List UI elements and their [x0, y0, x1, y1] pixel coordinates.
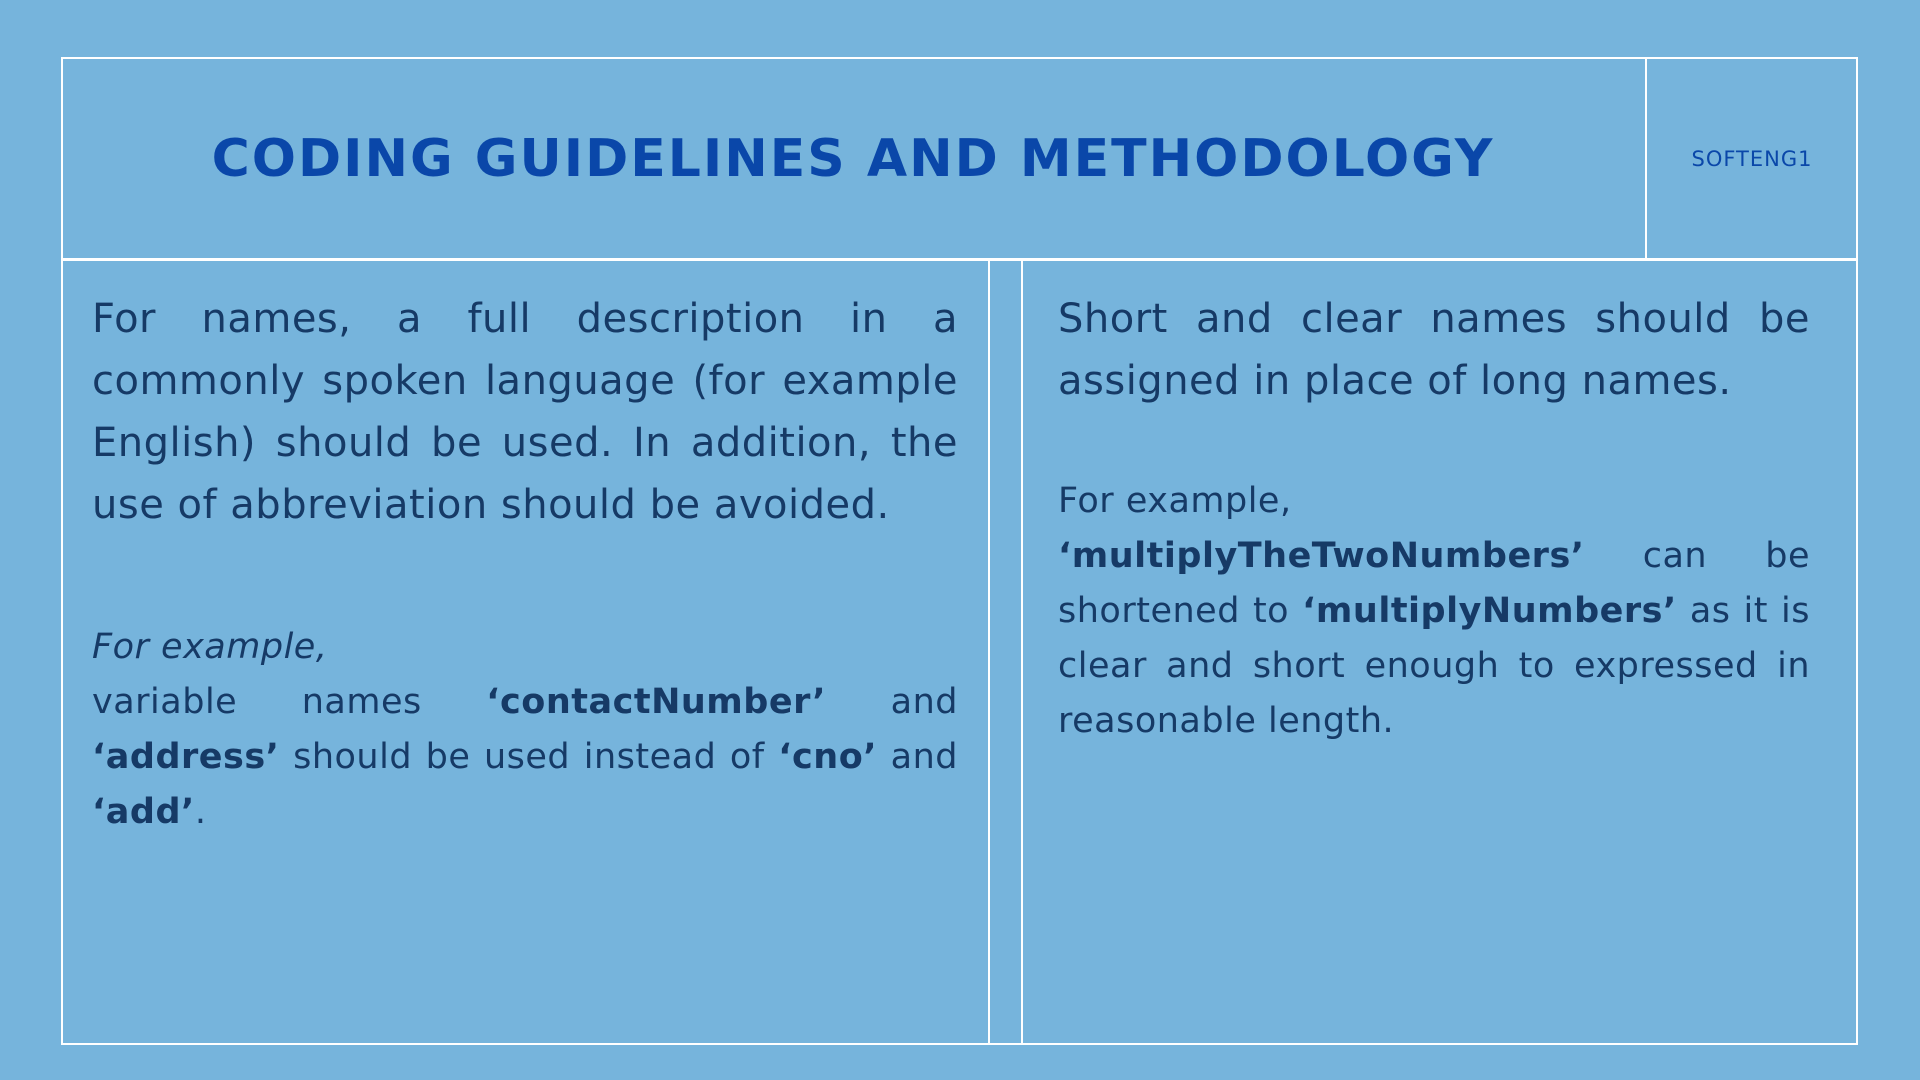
course-code-label: SOFTENG1	[1691, 147, 1813, 171]
naming-example-paragraph: For example, variable names ‘contactNumbe…	[92, 620, 958, 840]
right-column: Short and clear names should be assigned…	[1058, 288, 1810, 749]
column-divider-right	[1021, 261, 1023, 1043]
header-divider-line	[63, 258, 1856, 261]
example-term: ‘contactNumber’	[486, 682, 827, 722]
slide-frame	[61, 57, 1858, 1045]
page-title: CODING GUIDELINES AND METHODOLOGY	[211, 129, 1495, 189]
example-lead: For example,	[92, 627, 328, 667]
example-text: should be used instead of	[279, 737, 779, 777]
example-text: can be shortened to	[1058, 536, 1810, 631]
example-term: ‘cno’	[778, 737, 878, 777]
example-term: ‘address’	[92, 737, 280, 777]
example-term: ‘add’	[92, 792, 195, 832]
example-text: as it is clear and short enough to expre…	[1058, 591, 1810, 741]
short-names-example-paragraph: For example, ‘multiplyTheTwoNumbers’ can …	[1058, 474, 1810, 749]
example-text: and	[877, 737, 958, 777]
left-column: For names, a full description in a commo…	[92, 288, 958, 840]
example-term: ‘multiplyNumbers’	[1302, 591, 1677, 631]
example-term: ‘multiplyTheTwoNumbers’	[1058, 536, 1585, 576]
example-text: and	[826, 682, 958, 722]
naming-guideline-paragraph: For names, a full description in a commo…	[92, 296, 958, 528]
example-lead: For example,	[1058, 481, 1292, 521]
short-names-paragraph: Short and clear names should be assigned…	[1058, 296, 1810, 404]
column-divider-left	[988, 261, 990, 1043]
example-text: variable names	[92, 682, 487, 722]
example-text: .	[194, 792, 207, 832]
header-vertical-divider	[1645, 59, 1647, 259]
